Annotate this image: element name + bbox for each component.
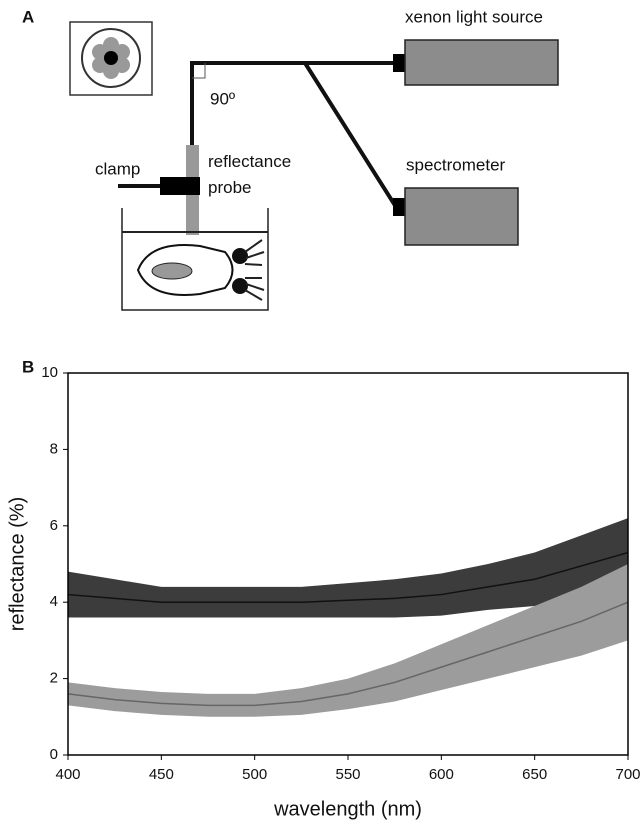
right-angle	[192, 63, 206, 79]
x-tick-label: 700	[615, 766, 640, 783]
squid-arms	[244, 239, 265, 301]
diagram: A 90º xenon light source spectrometer cl…	[22, 7, 559, 311]
connector	[393, 54, 405, 72]
y-tick-label: 8	[50, 440, 58, 457]
y-tick-label: 6	[50, 517, 58, 534]
probe-label: reflectance probe	[208, 152, 291, 197]
squid-eye	[232, 278, 248, 294]
squid-eye	[232, 248, 248, 264]
spectrometer-box	[404, 187, 519, 246]
center-fiber	[104, 51, 118, 65]
y-axis-title: reflectance (%)	[6, 497, 28, 632]
fiber-inset	[69, 21, 153, 96]
error-band	[68, 564, 628, 717]
mean-line	[67, 551, 629, 603]
panel-label: A	[22, 7, 34, 26]
x-tick-label: 450	[149, 766, 174, 783]
panel-label: B	[22, 357, 34, 376]
fibers	[92, 37, 130, 79]
x-tick-label: 400	[55, 766, 80, 783]
y-tick-label: 0	[50, 746, 58, 763]
y-tick-label: 10	[41, 364, 58, 381]
x-tick-label: 600	[429, 766, 454, 783]
connector	[393, 198, 405, 216]
x-tick-label: 500	[242, 766, 267, 783]
squid-organ	[151, 262, 193, 280]
clamp	[160, 177, 200, 195]
source-label: xenon light source	[405, 7, 543, 26]
y-tick-label: 2	[50, 670, 58, 687]
clamp-label: clamp	[95, 159, 140, 178]
spectrometer-label: spectrometer	[406, 155, 506, 174]
angle-label: 90º	[210, 89, 235, 108]
x-tick-label: 550	[335, 766, 360, 783]
x-axis-title: wavelength (nm)	[273, 798, 422, 820]
y-tick-label: 4	[50, 593, 58, 610]
chart: 400 450 500 550 600 650 700 0 2 4 6 8 10 wavelength (…	[6, 364, 640, 820]
mean-line	[67, 601, 629, 707]
error-band	[68, 518, 628, 618]
tank	[121, 208, 269, 311]
light-source-box	[404, 39, 559, 86]
x-tick-label: 650	[522, 766, 547, 783]
